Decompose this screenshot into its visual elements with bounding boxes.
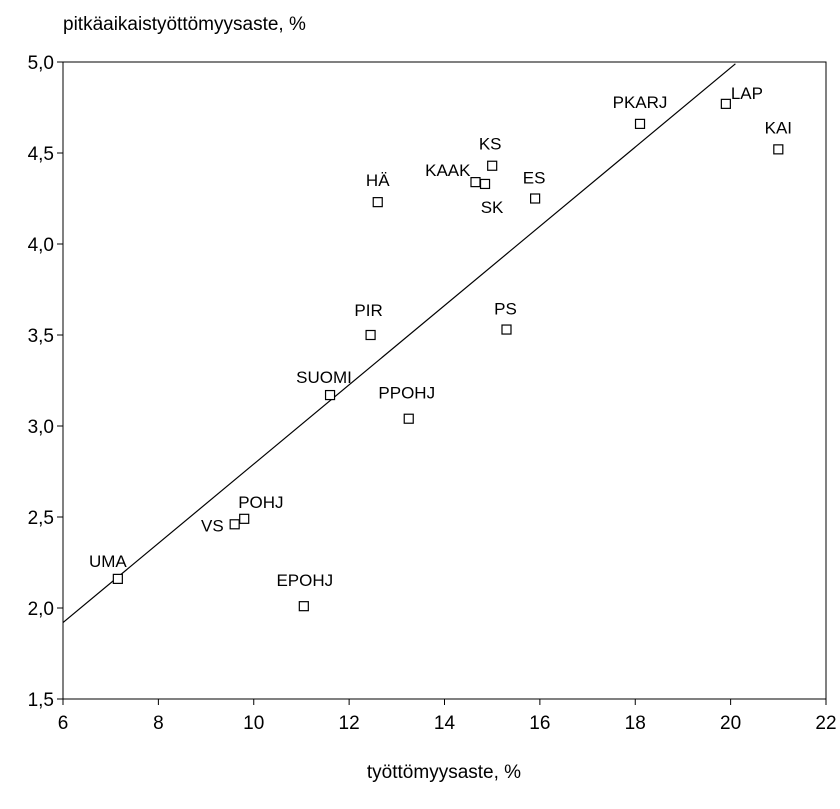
y-tick-label: 4,5 bbox=[28, 144, 54, 165]
x-tick-label: 6 bbox=[58, 713, 69, 734]
x-tick-label: 12 bbox=[339, 713, 360, 734]
x-tick-label: 16 bbox=[529, 713, 550, 734]
plot-area bbox=[62, 61, 827, 700]
x-axis: 6 8 10 12 14 16 18 20 22 bbox=[58, 699, 837, 734]
point-label-uma: UMA bbox=[89, 552, 127, 571]
trend-line bbox=[62, 63, 736, 624]
point-marker-es bbox=[530, 193, 541, 204]
point-label-hä: HÄ bbox=[366, 171, 390, 190]
point-label-sk: SK bbox=[481, 198, 504, 217]
y-tick-label: 4,0 bbox=[28, 235, 54, 256]
point-marker-ps bbox=[501, 324, 512, 335]
point-label-epohj: EPOHJ bbox=[276, 571, 333, 590]
x-tick-label: 10 bbox=[243, 713, 264, 734]
point-marker-sk bbox=[479, 178, 491, 190]
point-label-ppohj: PPOHJ bbox=[378, 384, 435, 403]
point-marker-ppohj bbox=[403, 413, 414, 424]
y-tick-label: 1,5 bbox=[28, 690, 54, 711]
point-marker-suomi bbox=[324, 389, 336, 401]
point-marker-hä bbox=[372, 197, 383, 208]
x-axis-title: työttömyysaste, % bbox=[367, 762, 521, 783]
point-marker-pohj bbox=[239, 513, 250, 524]
point-label-suomi: SUOMI bbox=[296, 368, 352, 387]
point-label-ps: PS bbox=[494, 300, 517, 319]
point-label-ks: KS bbox=[479, 135, 502, 154]
point-label-es: ES bbox=[523, 169, 546, 188]
y-tick-label: 3,0 bbox=[28, 417, 54, 438]
point-label-vs: VS bbox=[201, 516, 224, 535]
point-marker-vs bbox=[229, 519, 240, 530]
point-label-lap: LAP bbox=[731, 84, 763, 103]
x-tick-label: 8 bbox=[153, 713, 164, 734]
point-marker-pir bbox=[365, 329, 376, 341]
point-label-kaak: KAAK bbox=[425, 161, 471, 180]
x-tick-label: 22 bbox=[815, 713, 836, 734]
y-tick-label: 2,5 bbox=[28, 508, 54, 529]
y-axis: 1,5 2,0 2,5 3,0 3,5 4,0 4,5 5,0 bbox=[28, 53, 63, 711]
point-label-pir: PIR bbox=[354, 301, 382, 320]
point-label-pohj: POHJ bbox=[238, 493, 283, 512]
point-label-kai: KAI bbox=[765, 118, 792, 137]
x-tick-label: 20 bbox=[720, 713, 741, 734]
point-label-pkarj: PKARJ bbox=[613, 93, 668, 112]
trendline-group bbox=[62, 63, 736, 624]
y-tick-label: 2,0 bbox=[28, 599, 54, 620]
y-axis-title: pitkäaikaistyöttömyysaste, % bbox=[63, 14, 306, 35]
point-marker-epohj bbox=[298, 601, 309, 612]
x-tick-label: 14 bbox=[434, 713, 456, 734]
point-marker-ks bbox=[487, 160, 498, 171]
point-marker-kai bbox=[773, 144, 784, 155]
y-tick-label: 5,0 bbox=[28, 53, 54, 74]
point-marker-lap bbox=[720, 98, 731, 109]
point-marker-kaak bbox=[470, 177, 481, 188]
y-tick-label: 3,5 bbox=[28, 326, 54, 347]
point-marker-pkarj bbox=[634, 118, 646, 129]
data-points: UMA VS POHJ EPOHJ SUOMI PIR HÄ PPOHJ KAAK SK KS PS E… bbox=[89, 84, 792, 612]
x-tick-label: 18 bbox=[625, 713, 646, 734]
point-marker-uma bbox=[112, 573, 123, 584]
